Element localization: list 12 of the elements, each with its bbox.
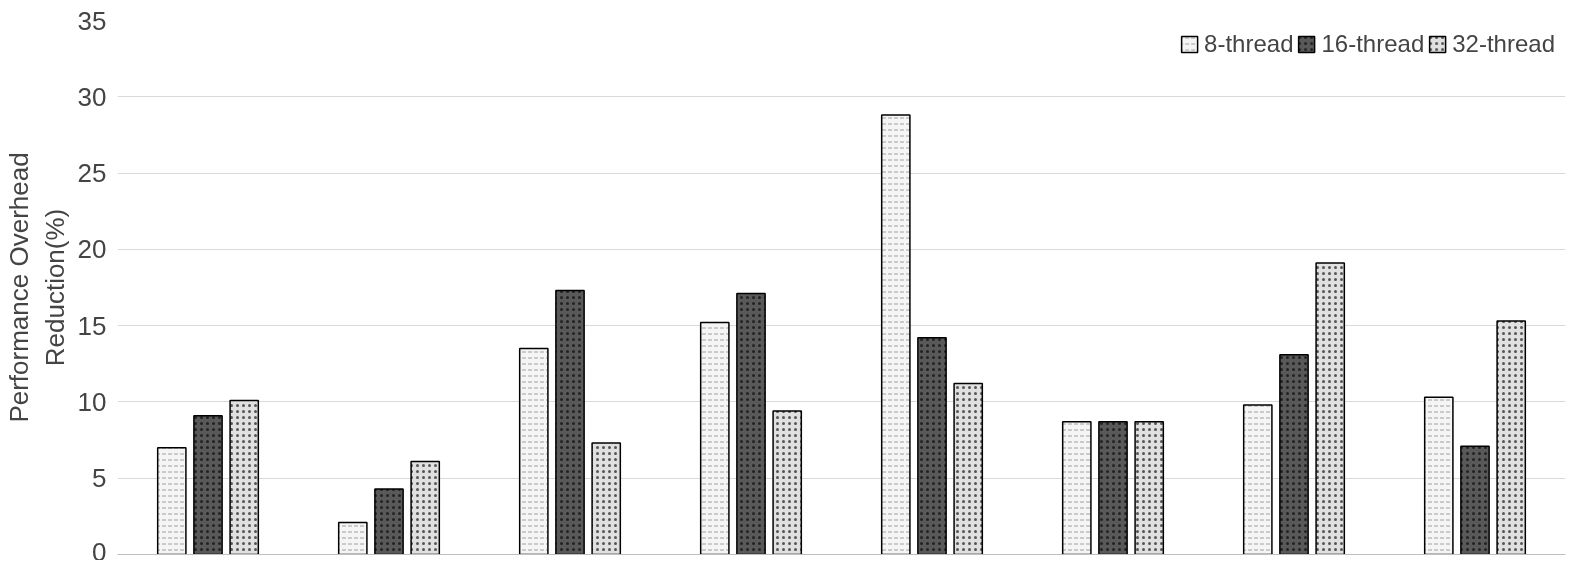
y-tick-label: 20 [77,234,107,265]
y-tick-label: 10 [77,386,107,417]
legend-label: 8-thread [1204,30,1294,58]
y-tick-label: 5 [92,463,107,494]
legend-label: 16-thread [1321,30,1425,58]
y-tick-label: 35 [77,5,107,36]
y-tick-label: 25 [77,158,107,189]
y-tick-label: 30 [77,81,107,112]
y-tick-label: 0 [92,536,107,567]
legend-label: 32-thread [1452,30,1555,58]
y-axis-title: Performance Overhead Reduction(%) [3,152,70,423]
y-tick-label: 15 [77,310,107,341]
